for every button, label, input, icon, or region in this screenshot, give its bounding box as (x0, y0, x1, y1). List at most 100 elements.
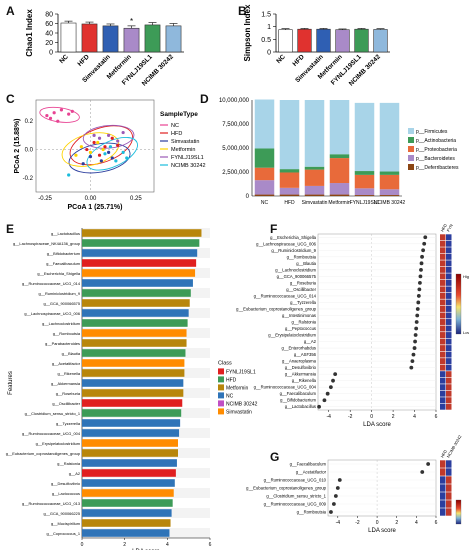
x-tick-label: 2 (395, 520, 398, 526)
feature-label: g__ASF356 (294, 352, 317, 357)
lda-bar (82, 359, 185, 367)
heat-cell (440, 319, 446, 325)
lda-point (414, 320, 419, 324)
data-point (114, 159, 118, 163)
legend-label: Metformin (226, 385, 248, 391)
heat-cell (446, 319, 452, 325)
stack-segment (329, 100, 350, 155)
feature-label: g__Faecalibaculum (290, 462, 327, 467)
lda-bar (82, 249, 198, 257)
x-tick-label: 6 (435, 520, 438, 526)
legend-label: NCIMB 30242 (226, 401, 258, 407)
stack-segment (354, 102, 375, 172)
lda-bar (82, 309, 189, 317)
lda-bar (82, 229, 202, 237)
lda-bar (82, 329, 187, 337)
x-tick-label: NC (58, 53, 70, 65)
lda-bar (82, 529, 170, 537)
lda-point (329, 510, 333, 514)
heat-cell (440, 312, 446, 319)
data-point (97, 136, 102, 140)
legend-label: FYNLJ19SL1 (226, 369, 256, 375)
x-tick-label: 0 (81, 542, 84, 548)
legend-title: SampleType (160, 111, 198, 118)
x-tick-label: 4 (166, 542, 169, 548)
lda-bar (82, 509, 172, 517)
y-tick-label: 7,500,000 (222, 122, 249, 128)
lda-point (409, 365, 414, 370)
feature-label: g__A2 (69, 471, 80, 476)
x-tick-label: 2 (392, 414, 395, 420)
data-point (48, 116, 53, 120)
feature-label: g__Ruminiclostridium_9 (271, 248, 316, 253)
heat-cell (440, 351, 446, 358)
legend-swatch (408, 137, 414, 143)
legend-swatch (218, 400, 224, 407)
heat-cell (446, 279, 452, 286)
lda-point (317, 404, 321, 409)
x-axis-label: LDA score (363, 422, 391, 428)
legend-swatch (218, 408, 224, 415)
heat-cell (440, 371, 446, 378)
heat-cell (440, 397, 446, 404)
chart-e: g__Lactobacillus g__Lachnospiraceae_NK4A1… (6, 228, 258, 550)
lda-bar (82, 439, 178, 447)
lda-point (333, 372, 338, 377)
lda-bar (82, 349, 186, 357)
data-point (97, 153, 102, 157)
panel-label-f: F (270, 222, 278, 236)
legend-label: Metformin (171, 147, 195, 153)
x-tick-label: 6 (435, 414, 438, 420)
data-point (103, 145, 107, 149)
lda-point (410, 359, 415, 364)
y-tick-label: 5,000,000 (222, 146, 249, 152)
lda-bar (82, 429, 180, 437)
bar (354, 28, 369, 53)
panel-label-g: G (270, 450, 280, 464)
x-tick-label: Simvastatin (302, 200, 328, 206)
legend-swatch (408, 164, 414, 170)
heat-cell (446, 332, 452, 338)
data-point (85, 147, 89, 152)
heat-legend-bar (455, 273, 462, 335)
data-point (81, 162, 85, 166)
bar (144, 24, 161, 53)
lda-bar (82, 409, 182, 417)
heat-cell (446, 273, 452, 280)
bar (81, 23, 98, 53)
data-point (74, 153, 78, 157)
bar (278, 29, 293, 53)
panel-label-d: D (200, 92, 209, 106)
data-point (45, 113, 49, 118)
bar (60, 22, 77, 53)
legend-swatch (218, 368, 224, 375)
legend-label: NC (226, 393, 234, 399)
lda-point (416, 294, 421, 298)
heat-cell (446, 492, 452, 500)
lda-point (415, 313, 420, 318)
y-tick-label: 0 (49, 50, 53, 57)
feature-label: g__Bifidobacterium (47, 251, 80, 256)
feature-label: g__Bifidobacterium (280, 398, 316, 403)
y-tick-label: 2,500,000 (222, 170, 249, 176)
legend-swatch (218, 384, 224, 391)
feature-label: g__Ruminococcaceae_UCG_014 (22, 281, 81, 286)
lda-point (412, 346, 417, 350)
stack-segment (354, 195, 375, 196)
chart-f: g__Escherichia_Shigellag__Lachnospiracea… (236, 223, 469, 428)
legend-label: p__Proteobacteria (416, 147, 457, 153)
data-point (110, 156, 114, 160)
feature-label: g__Erysipelatoclostridium (268, 333, 316, 338)
y-tick-label: 40 (45, 31, 53, 38)
stack-segment (329, 194, 350, 196)
data-point (96, 140, 100, 145)
lda-point (415, 307, 420, 311)
lda-bar (82, 469, 176, 477)
data-point (56, 119, 60, 123)
chart-c: -0.25 0.00 0.25 -0.2 0.0 0.2 PCoA 1 (25.71%) PC… (14, 99, 206, 211)
feature-label: g__Blautia (62, 351, 81, 356)
y-tick-label: 20 (45, 40, 53, 47)
heat-cell (446, 286, 452, 293)
